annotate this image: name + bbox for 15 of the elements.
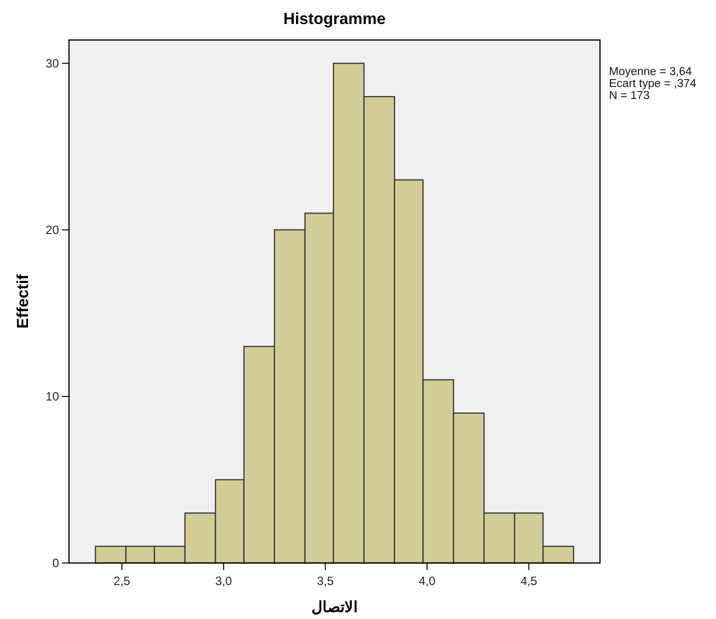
x-tick-label: 3,0 (215, 574, 232, 588)
text: Ecart type = ,374 (609, 78, 697, 90)
y-tick-label: 30 (46, 56, 60, 70)
chart-title: Histogramme (283, 11, 386, 28)
x-tick-label: 4,5 (520, 574, 538, 588)
x-tick-label: 2,5 (114, 574, 131, 588)
x-tick-label: 4,0 (418, 574, 436, 588)
y-tick-label: 0 (52, 556, 60, 570)
text: N = 173 (609, 90, 650, 102)
y-tick-label: 10 (46, 389, 60, 404)
x-tick-label: 3,5 (317, 574, 334, 588)
x-axis-title: الاتصال (312, 599, 358, 616)
text: Moyenne = 3,64 (609, 66, 692, 78)
y-axis-title: Effectif (15, 274, 32, 329)
y-tick-label: 20 (46, 222, 60, 237)
